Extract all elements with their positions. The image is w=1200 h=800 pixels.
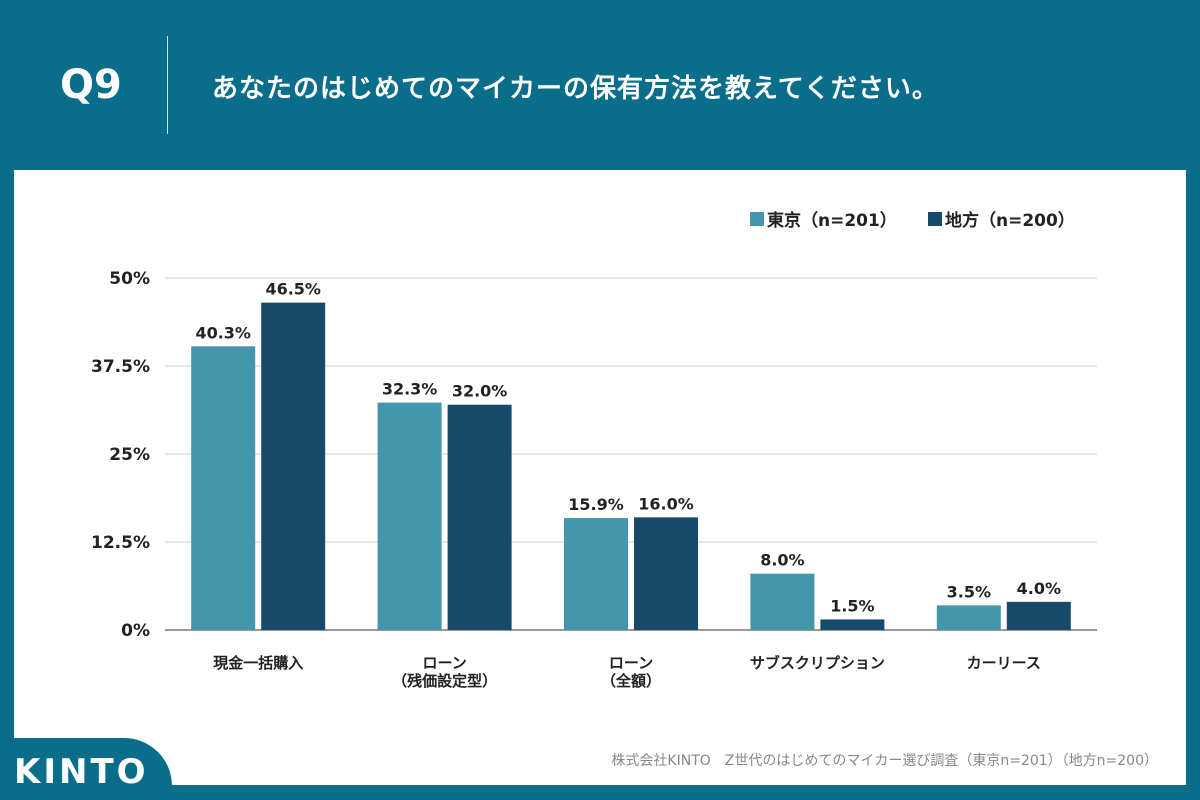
legend-swatch bbox=[928, 211, 942, 226]
legend-label: 地方（n=200） bbox=[945, 211, 1075, 231]
data-label: 1.5% bbox=[830, 596, 874, 615]
bar bbox=[191, 346, 256, 630]
bar bbox=[377, 402, 442, 630]
question-number: Q9 bbox=[60, 62, 122, 108]
bar bbox=[564, 518, 628, 630]
bar bbox=[936, 605, 1001, 630]
x-tick-label: サブスクリプション bbox=[750, 654, 885, 672]
page-title: あなたのはじめてのマイカーの保有方法を教えてください。 bbox=[212, 74, 939, 104]
data-label: 16.0% bbox=[638, 494, 694, 513]
legend-chihou: 地方（n=200） bbox=[928, 206, 1075, 231]
bar bbox=[750, 573, 815, 630]
y-tick-label: 50% bbox=[109, 269, 150, 289]
y-tick-label: 37.5% bbox=[91, 357, 150, 377]
data-label: 8.0% bbox=[760, 551, 804, 570]
x-tick-label: （全額） bbox=[601, 672, 661, 690]
y-tick-label: 12.5% bbox=[91, 533, 150, 553]
logo-tab bbox=[0, 738, 172, 800]
bar bbox=[261, 302, 326, 630]
bar bbox=[1006, 601, 1071, 630]
bar bbox=[820, 619, 885, 630]
data-label: 32.0% bbox=[452, 382, 508, 401]
x-tick-label: カーリース bbox=[967, 654, 1041, 672]
legend-tokyo: 東京（n=201） bbox=[750, 206, 897, 231]
legend-swatch bbox=[750, 211, 764, 226]
legend-label: 東京（n=201） bbox=[767, 211, 897, 231]
x-tick-label: ローン bbox=[609, 654, 653, 672]
x-tick-label: 現金一括購入 bbox=[213, 654, 303, 672]
data-label: 32.3% bbox=[382, 380, 438, 399]
data-label: 3.5% bbox=[947, 582, 991, 601]
x-tick-label: （残価設定型） bbox=[392, 672, 497, 690]
data-label: 4.0% bbox=[1017, 579, 1061, 598]
data-label: 40.3% bbox=[195, 323, 251, 342]
header-divider bbox=[167, 36, 168, 134]
source-note: 株式会社KINTO Z世代のはじめてのマイカー選び調査（東京n=201）（地方n… bbox=[611, 753, 1158, 769]
kinto-logo: KINTO bbox=[14, 752, 149, 792]
data-label: 46.5% bbox=[265, 280, 321, 299]
y-tick-label: 25% bbox=[109, 445, 150, 465]
y-tick-label: 0% bbox=[121, 621, 150, 641]
x-tick-label: ローン bbox=[422, 654, 466, 672]
bar bbox=[634, 517, 698, 630]
data-label: 15.9% bbox=[568, 495, 624, 514]
bar bbox=[447, 404, 512, 630]
